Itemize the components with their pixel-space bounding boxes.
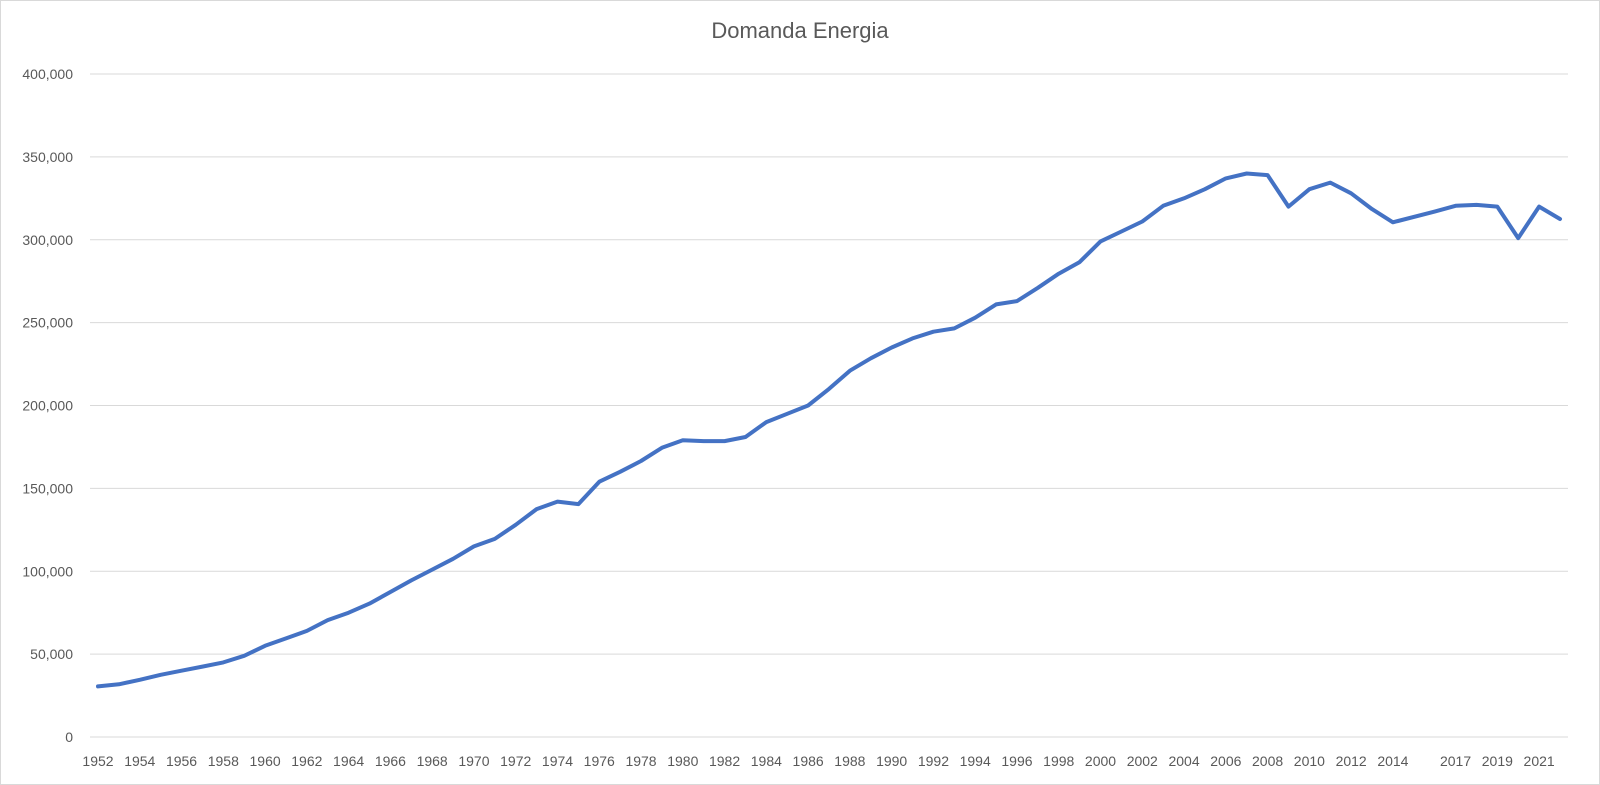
x-tick-label: 2002 <box>1127 753 1158 769</box>
x-tick-label: 1982 <box>709 753 740 769</box>
y-tick-label: 100,000 <box>22 563 73 579</box>
x-tick-label: 2008 <box>1252 753 1283 769</box>
x-tick-label: 1994 <box>960 753 991 769</box>
x-tick-label: 1970 <box>458 753 489 769</box>
y-tick-label: 150,000 <box>22 480 73 496</box>
x-tick-label: 1956 <box>166 753 197 769</box>
x-tick-label: 1952 <box>82 753 113 769</box>
x-tick-label: 1968 <box>417 753 448 769</box>
x-tick-label: 1964 <box>333 753 364 769</box>
y-tick-label: 50,000 <box>30 646 73 662</box>
x-tick-label: 1992 <box>918 753 949 769</box>
x-tick-label: 1984 <box>751 753 782 769</box>
x-axis-ticks: 1952 1954 1956 1958 1960 1962 1964 1966 1968 1970… <box>82 753 1554 769</box>
y-tick-label: 250,000 <box>22 315 73 331</box>
x-tick-label: 2010 <box>1294 753 1325 769</box>
x-tick-label: 1954 <box>124 753 155 769</box>
x-tick-label: 1978 <box>625 753 656 769</box>
y-axis-ticks: 0 50,000 100,000 150,000 200,000 250,000 300,0… <box>22 66 73 745</box>
x-tick-label: 1958 <box>208 753 239 769</box>
x-tick-label: 2000 <box>1085 753 1116 769</box>
x-tick-label: 2006 <box>1210 753 1241 769</box>
x-tick-label: 1962 <box>291 753 322 769</box>
y-tick-label: 0 <box>65 729 73 745</box>
x-tick-label: 2004 <box>1168 753 1199 769</box>
x-tick-label: 1986 <box>793 753 824 769</box>
x-tick-label: 1966 <box>375 753 406 769</box>
y-tick-label: 350,000 <box>22 149 73 165</box>
x-tick-label: 1980 <box>667 753 698 769</box>
y-tick-label: 400,000 <box>22 66 73 82</box>
x-tick-label: 1988 <box>834 753 865 769</box>
series-group <box>96 171 1562 689</box>
y-tick-label: 300,000 <box>22 232 73 248</box>
x-tick-label: 2017 <box>1440 753 1471 769</box>
x-tick-label: 2014 <box>1377 753 1408 769</box>
series-line <box>96 171 1562 689</box>
x-tick-label: 1998 <box>1043 753 1074 769</box>
x-tick-label: 2021 <box>1524 753 1555 769</box>
x-tick-label: 2012 <box>1336 753 1367 769</box>
x-tick-label: 2019 <box>1482 753 1513 769</box>
gridlines <box>90 73 1568 738</box>
x-tick-label: 1976 <box>584 753 615 769</box>
x-tick-label: 1974 <box>542 753 573 769</box>
x-tick-label: 1972 <box>500 753 531 769</box>
x-tick-label: 1990 <box>876 753 907 769</box>
x-tick-label: 1960 <box>250 753 281 769</box>
chart-title: Domanda Energia <box>711 18 889 43</box>
y-tick-label: 200,000 <box>22 398 73 414</box>
x-tick-label: 1996 <box>1001 753 1032 769</box>
